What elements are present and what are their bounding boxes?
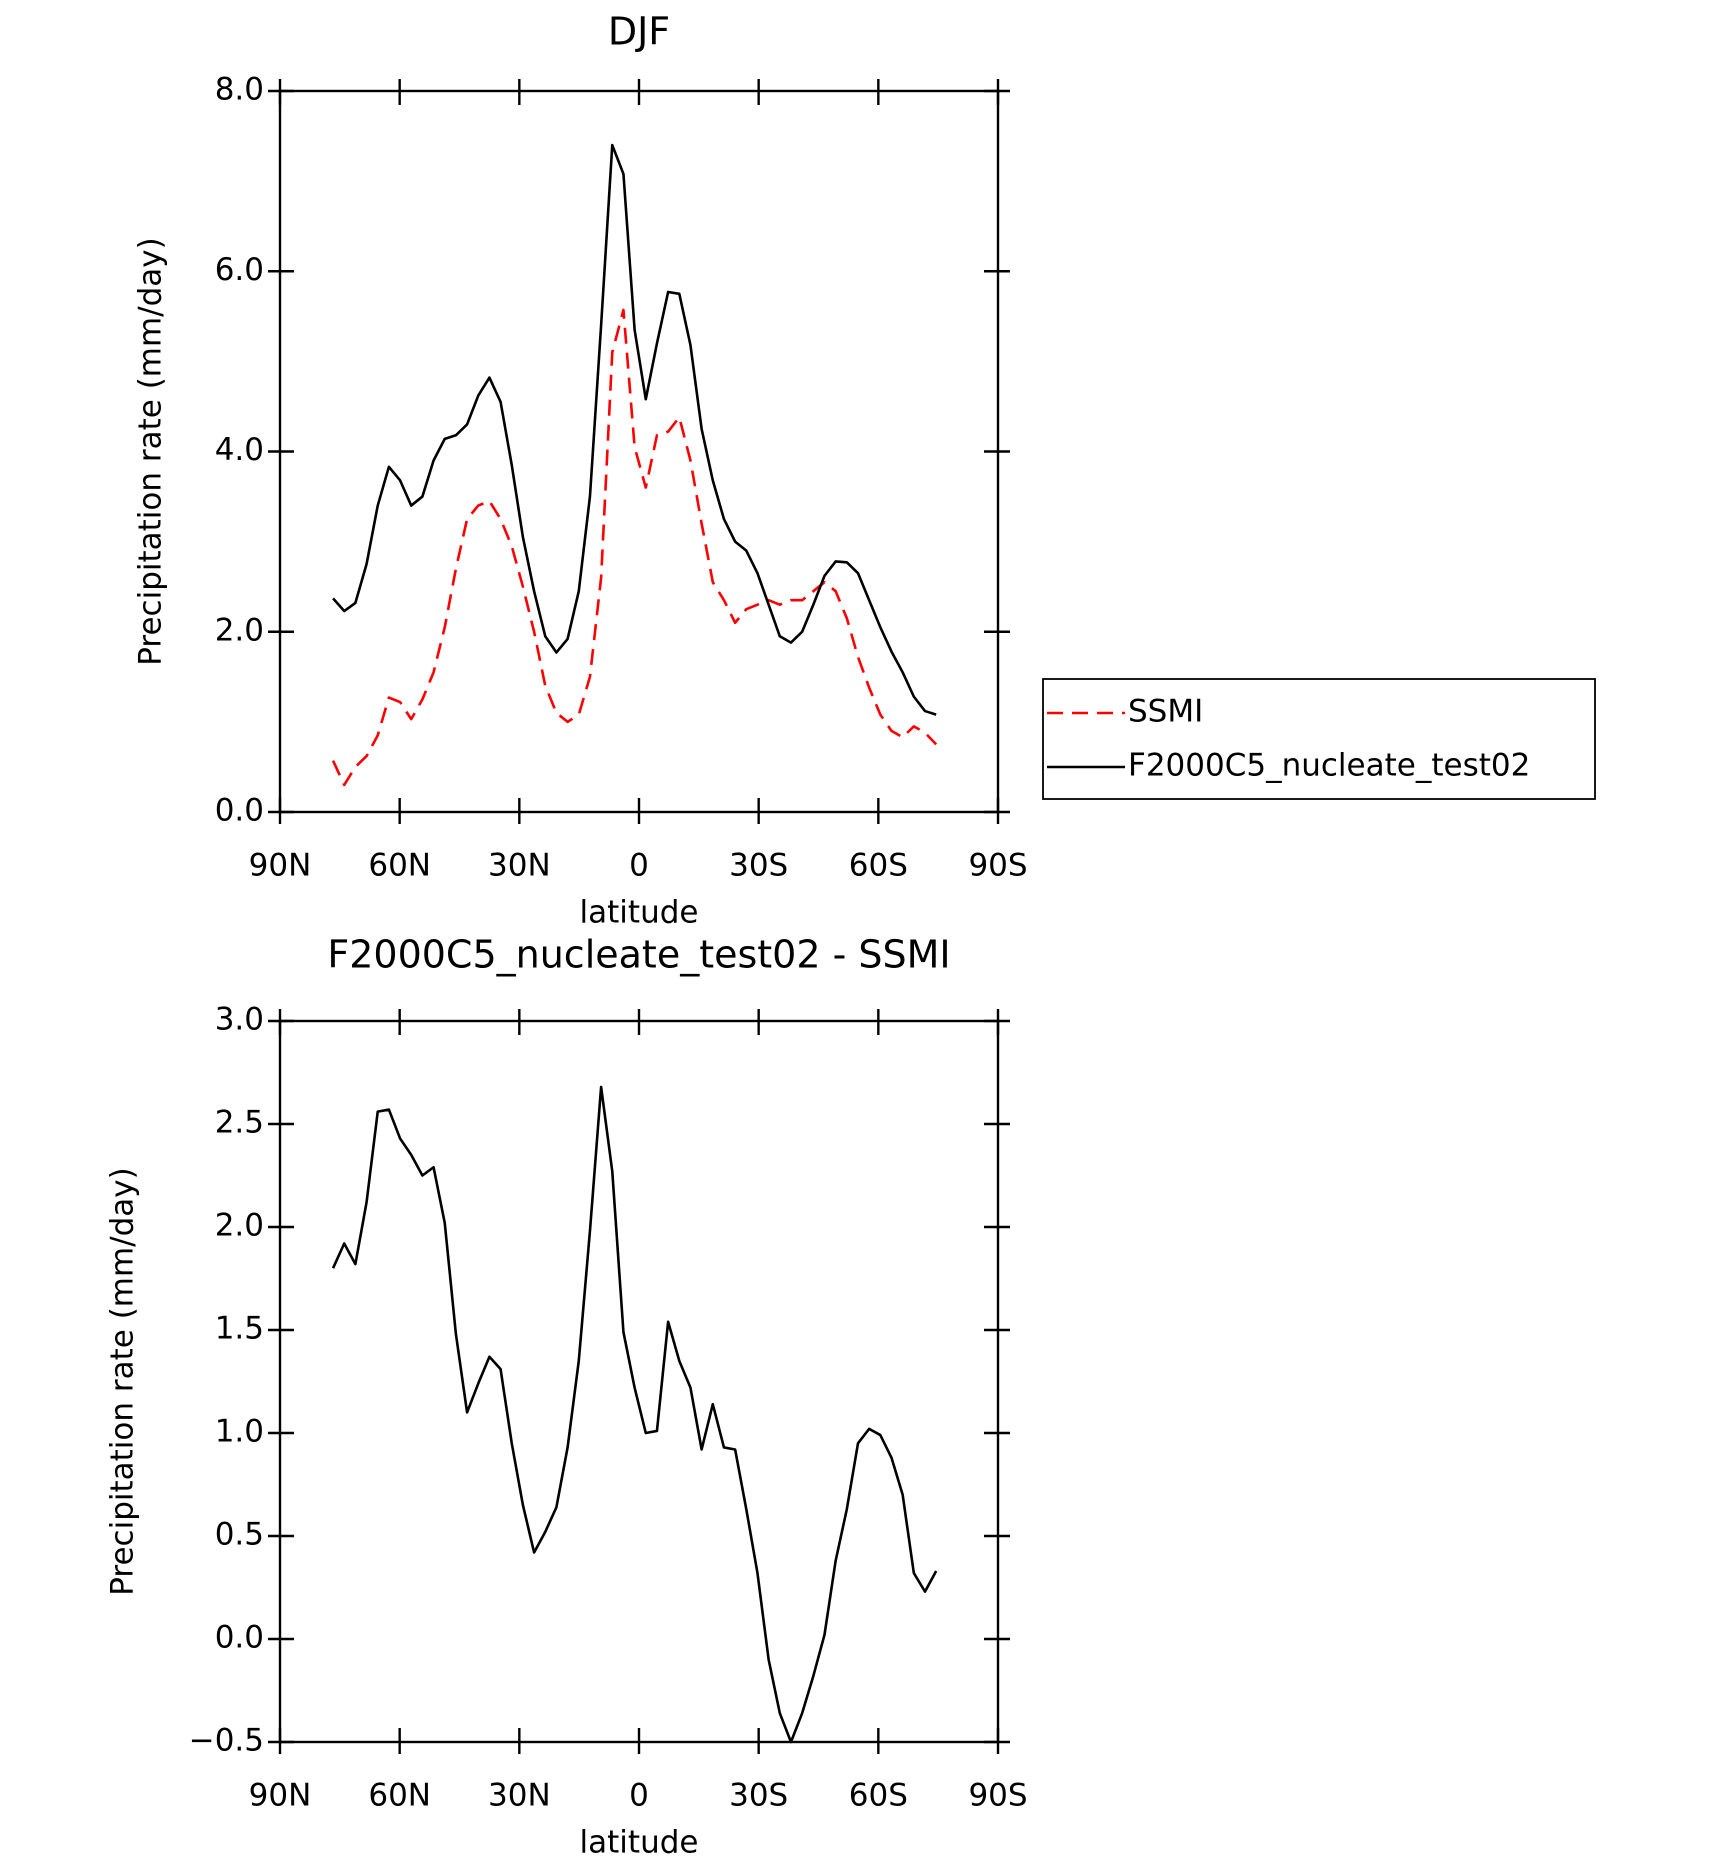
y-tick-label: 1.0 bbox=[215, 1414, 264, 1450]
y-axis-label: Precipitation rate (mm/day) bbox=[133, 237, 169, 666]
x-axis-label: latitude bbox=[580, 1825, 699, 1861]
x-tick-label: 30N bbox=[488, 848, 551, 884]
x-tick-label: 90N bbox=[249, 1778, 312, 1814]
plot-frame bbox=[278, 89, 1000, 814]
x-tick-label: 30S bbox=[729, 848, 788, 884]
data-line bbox=[332, 143, 937, 716]
legend-label: SSMI bbox=[1128, 694, 1203, 730]
y-axis-label: Precipitation rate (mm/day) bbox=[105, 1167, 141, 1596]
y-tick-label: 8.0 bbox=[215, 72, 264, 108]
x-tick-label: 0 bbox=[629, 1778, 649, 1814]
legend-box bbox=[1042, 678, 1596, 800]
legend-label: F2000C5_nucleate_test02 bbox=[1128, 748, 1530, 784]
plot-frame bbox=[278, 1019, 1000, 1744]
x-tick-label: 60S bbox=[849, 1778, 908, 1814]
x-tick-label: 60S bbox=[849, 848, 908, 884]
data-line bbox=[331, 1085, 938, 1744]
y-tick-label: 2.0 bbox=[215, 1208, 264, 1244]
chart-title: DJF bbox=[608, 10, 670, 54]
y-tick-label: 0.5 bbox=[215, 1517, 264, 1553]
x-tick-label: 60N bbox=[368, 1778, 431, 1814]
y-tick-label: 0.0 bbox=[215, 793, 264, 829]
x-tick-label: 30S bbox=[729, 1778, 788, 1814]
data-line bbox=[331, 308, 938, 787]
chart-title: F2000C5_nucleate_test02 - SSMI bbox=[327, 933, 950, 977]
x-tick-label: 0 bbox=[629, 848, 649, 884]
y-tick-label: 3.0 bbox=[215, 1002, 264, 1038]
y-tick-label: 2.0 bbox=[215, 612, 264, 648]
x-axis-label: latitude bbox=[580, 895, 699, 931]
x-tick-label: 90S bbox=[968, 848, 1027, 884]
x-tick-label: 30N bbox=[488, 1778, 551, 1814]
x-tick-label: 90S bbox=[968, 1778, 1027, 1814]
y-tick-label: 6.0 bbox=[215, 252, 264, 288]
y-tick-label: 0.0 bbox=[215, 1620, 264, 1656]
x-tick-label: 90N bbox=[249, 848, 312, 884]
y-tick-label: −0.5 bbox=[189, 1723, 264, 1759]
x-tick-label: 60N bbox=[368, 848, 431, 884]
y-tick-label: 2.5 bbox=[215, 1105, 264, 1141]
y-tick-label: 4.0 bbox=[215, 432, 264, 468]
y-tick-label: 1.5 bbox=[215, 1311, 264, 1347]
